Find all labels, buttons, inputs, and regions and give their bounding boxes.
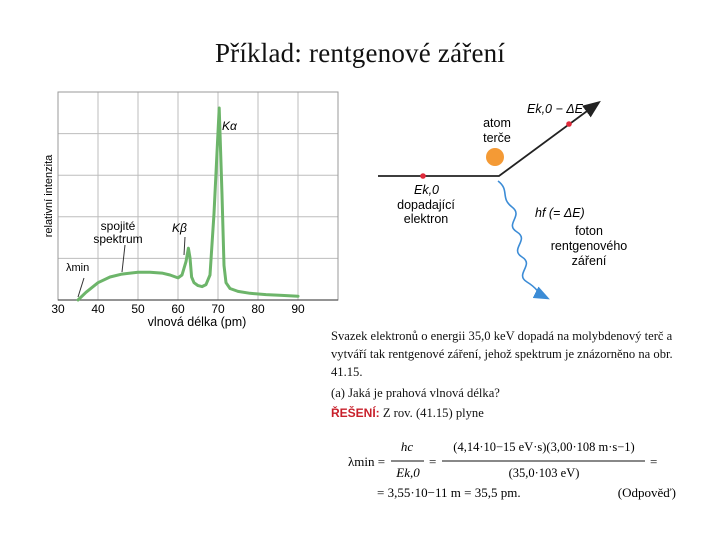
target-label: terče [483,131,511,145]
k-beta-label: Kβ [172,221,187,235]
photon-label-3: záření [572,254,607,268]
problem-paragraph: Svazek elektronů o energii 35,0 keV dopa… [331,329,673,379]
eq-lhs: λmin = [348,454,385,469]
eq-frac2-num: (4,14·10−15 eV·s)(3,00·108 m·s−1) [453,440,634,454]
incoming-label-2: elektron [404,212,449,226]
x-tick-label: 60 [171,302,185,316]
electron-path [378,100,601,177]
eq-equals-1: = [429,454,436,469]
continuous-pointer [121,244,126,273]
target-atom [486,148,504,166]
incoming-label-1: dopadající [397,198,455,212]
solution-line: ŘEŠENÍ: Z rov. (41.15) plyne [331,404,691,422]
x-axis-label: vlnová délka (pm) [148,315,247,329]
x-tick-label: 50 [131,302,145,316]
photon-label-1: foton [575,224,603,238]
k-beta-pointer [183,236,186,256]
x-tick-label: 80 [251,302,265,316]
lambda-min-label: λmin [66,262,89,274]
ek0-in-label: Ek,0 [414,183,439,197]
atom-label: atom [483,116,511,130]
eq-frac2-den: (35,0·103 eV) [509,466,580,480]
continuous-label-2: spektrum [93,232,142,246]
y-axis-label: relativní intenzita [43,154,55,237]
eq-frac1-den: Ek,0 [395,465,420,480]
incoming-point [420,173,426,179]
ek0-out-label: Ek,0 − ΔE [527,102,584,116]
x-tick-label: 90 [291,302,305,316]
x-tick-label: 40 [91,302,105,316]
solution-key: ŘEŠENÍ: [331,406,380,420]
x-tick-label: 70 [211,302,225,316]
solution-text: Z rov. (41.15) plyne [382,406,484,420]
answer-tag: (Odpověď) [618,485,676,500]
outgoing-point [566,121,572,127]
x-tick-label: 30 [51,302,65,316]
photon-wave [497,180,550,300]
eq-frac1-num: hc [401,439,414,454]
lambda-min-pointer [77,277,85,298]
k-alpha-label: Kα [222,119,238,133]
eq-equals-2: = [650,454,657,469]
problem-text: Svazek elektronů o energii 35,0 keV dopa… [331,327,691,422]
problem-question: (a) Jaká je prahová vlnová délka? [331,386,500,400]
continuous-label-1: spojité [101,219,136,233]
photon-label-2: rentgenového [551,239,628,253]
hf-label: hf (= ΔE) [535,206,585,220]
slide-title: Příklad: rentgenové záření [214,38,506,68]
eq-result: = 3,55·10−11 m = 35,5 pm. [377,485,521,500]
spectrum-curve [76,106,300,302]
